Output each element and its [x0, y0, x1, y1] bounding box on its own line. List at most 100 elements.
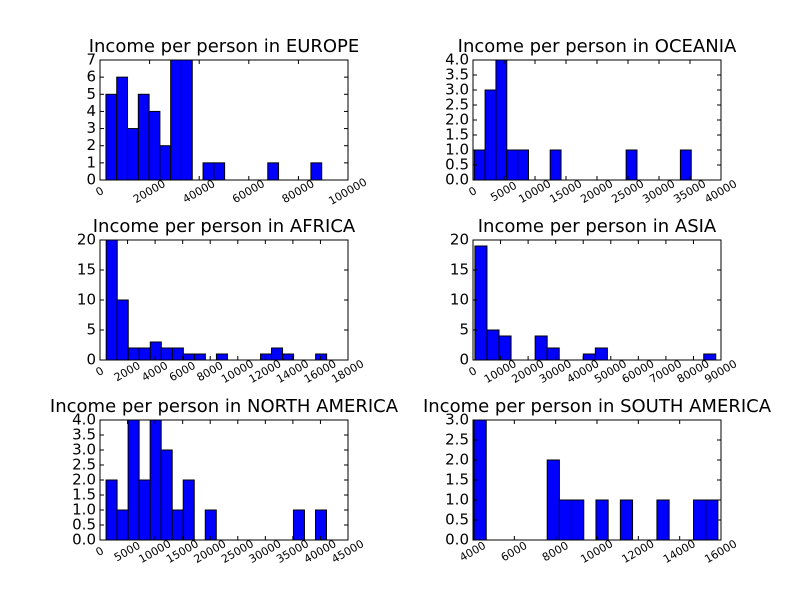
bar: [534, 335, 548, 360]
x-tick-label: 16000: [702, 537, 739, 566]
y-tick-label: 3.0: [445, 81, 469, 99]
bar: [182, 479, 195, 540]
x-tick-label: 90000: [702, 357, 739, 386]
y-tick-label: 0.5: [445, 156, 469, 174]
chart-title: Income per person in NORTH AMERICA: [50, 396, 399, 417]
bar: [679, 149, 692, 180]
bar: [149, 341, 162, 360]
chart-title: Income per person in SOUTH AMERICA: [423, 396, 772, 417]
bars: [473, 420, 719, 540]
x-tick-label: 40000: [702, 177, 739, 206]
y-tick-label: 0.0: [445, 171, 469, 189]
x-tick-label: 0: [466, 184, 479, 199]
bar: [558, 499, 573, 540]
y-tick-label: 2.5: [445, 96, 469, 114]
y-tick-label: 1: [86, 153, 96, 171]
bar: [127, 420, 140, 540]
y-tick-label: 10: [450, 291, 469, 309]
bar: [292, 509, 305, 540]
y-tick-label: 5: [86, 321, 96, 339]
bar: [105, 93, 118, 180]
bar: [314, 509, 328, 540]
bar: [180, 60, 193, 180]
x-tick-label: 30000: [640, 177, 677, 206]
y-tick-label: 2.5: [445, 431, 469, 449]
bar: [267, 162, 280, 180]
bar: [193, 353, 206, 360]
bar: [495, 60, 508, 180]
bar: [148, 110, 161, 180]
bar: [202, 162, 215, 180]
chart-title: Income per person in AFRICA: [93, 216, 356, 237]
bar: [703, 353, 717, 360]
x-tick-label: 8000: [540, 539, 571, 564]
x-tick-label: 0: [466, 364, 479, 379]
y-tick-label: 2: [86, 136, 96, 154]
y-tick-label: 1.0: [445, 141, 469, 159]
y-tick-label: 2.0: [72, 471, 96, 489]
bar: [204, 509, 217, 540]
bar: [138, 347, 151, 360]
bars: [105, 420, 328, 540]
bar: [693, 499, 707, 540]
x-tick-label: 0: [93, 364, 106, 379]
bar: [116, 76, 129, 180]
bar: [182, 353, 195, 360]
chart-title: Income per person in EUROPE: [89, 36, 360, 57]
x-tick-label: 10000: [578, 537, 615, 566]
bar: [625, 149, 638, 180]
axes-frame: [99, 59, 349, 181]
y-tick-label: 2.0: [445, 111, 469, 129]
x-tick-label: 80000: [280, 177, 317, 206]
bar: [310, 162, 323, 180]
bar: [116, 299, 129, 360]
y-tick-label: 3.0: [445, 411, 469, 429]
x-tick-label: 45000: [329, 537, 366, 566]
y-tick-label: 4.0: [72, 411, 96, 429]
x-tick-label: 4000: [139, 359, 170, 384]
x-tick-label: 40000: [181, 177, 218, 206]
bar: [282, 353, 295, 360]
x-tick-label: 6000: [499, 539, 530, 564]
x-tick-label: 0: [93, 184, 106, 199]
y-tick-label: 15: [450, 261, 469, 279]
bar: [105, 479, 118, 540]
y-tick-label: 1.5: [445, 126, 469, 144]
bar: [127, 128, 139, 180]
y-tick-label: 4.0: [445, 51, 469, 69]
y-tick-label: 2.5: [72, 456, 96, 474]
y-tick-label: 7: [86, 51, 96, 69]
bar: [595, 499, 609, 540]
bar: [315, 353, 328, 360]
bar: [171, 509, 184, 540]
x-tick-label: 60000: [230, 177, 267, 206]
bars: [105, 240, 328, 360]
y-tick-label: 1.0: [445, 491, 469, 509]
bar: [546, 459, 560, 540]
x-tick-label: 6000: [167, 359, 198, 384]
bar: [127, 347, 140, 360]
bar: [213, 162, 226, 180]
bar: [160, 449, 173, 540]
y-tick-label: 1.0: [72, 501, 96, 519]
subplot: 0.00.51.01.52.02.53.03.54.00 500010000150…: [50, 396, 399, 566]
axes-frame: [99, 239, 349, 361]
bar: [549, 149, 562, 180]
y-tick-label: 5: [86, 85, 96, 103]
bars: [105, 60, 323, 180]
x-tick-label: 20000: [578, 177, 615, 206]
y-tick-label: 1.5: [72, 486, 96, 504]
y-tick-label: 0.5: [72, 516, 96, 534]
bar: [159, 145, 172, 180]
bar: [171, 347, 184, 360]
y-tick-label: 0.5: [445, 511, 469, 529]
y-tick-label: 4: [86, 102, 96, 120]
chart-title: Income per person in OCEANIA: [458, 36, 737, 57]
bar: [160, 347, 173, 360]
bars: [473, 60, 692, 180]
bar: [484, 89, 497, 180]
bar: [149, 420, 162, 540]
